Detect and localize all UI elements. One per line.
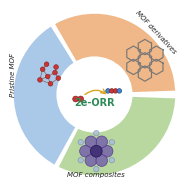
Circle shape: [106, 89, 110, 93]
Circle shape: [113, 89, 118, 93]
Circle shape: [91, 145, 102, 157]
Wedge shape: [57, 96, 177, 177]
Circle shape: [85, 136, 97, 148]
Text: 2e-ORR: 2e-ORR: [74, 98, 115, 108]
Circle shape: [54, 65, 58, 69]
Text: MOF derivatives: MOF derivatives: [135, 9, 178, 55]
Circle shape: [78, 96, 84, 102]
Circle shape: [44, 62, 49, 67]
Circle shape: [78, 139, 83, 145]
Circle shape: [45, 74, 50, 79]
Circle shape: [110, 89, 114, 93]
Circle shape: [94, 130, 99, 136]
Circle shape: [56, 76, 61, 81]
Circle shape: [38, 77, 42, 82]
FancyArrowPatch shape: [85, 89, 105, 94]
Circle shape: [96, 136, 108, 148]
Circle shape: [94, 167, 99, 172]
Circle shape: [101, 145, 113, 157]
Circle shape: [85, 155, 97, 166]
Circle shape: [117, 89, 122, 93]
Wedge shape: [53, 12, 177, 93]
Wedge shape: [12, 24, 77, 167]
Text: Pristine MOF: Pristine MOF: [10, 53, 16, 97]
Circle shape: [60, 60, 129, 129]
Text: MOF composites: MOF composites: [67, 172, 125, 178]
Circle shape: [96, 155, 108, 166]
Circle shape: [109, 157, 115, 163]
Circle shape: [109, 139, 115, 145]
Circle shape: [53, 70, 57, 75]
Circle shape: [80, 145, 91, 157]
Circle shape: [78, 157, 83, 163]
Circle shape: [73, 96, 78, 102]
Circle shape: [40, 67, 45, 72]
Circle shape: [48, 81, 53, 86]
